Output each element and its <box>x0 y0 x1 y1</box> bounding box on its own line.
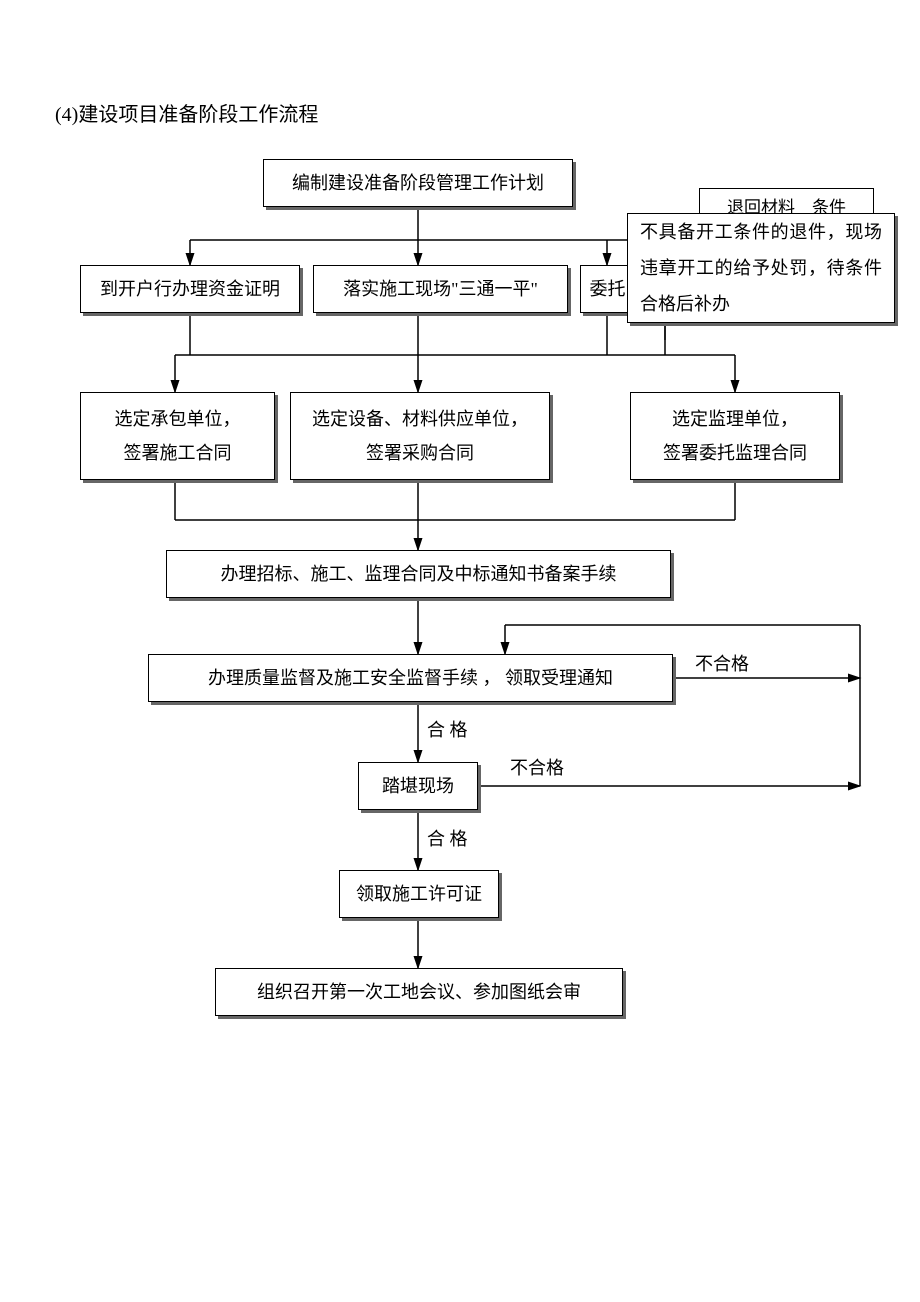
node-n2c-text: 委托 <box>590 272 626 306</box>
node-n8-text: 组织召开第一次工地会议、参加图纸会审 <box>257 975 581 1009</box>
node-n3a-text: 选定承包单位， 签署施工合同 <box>115 402 241 470</box>
node-n7-text: 领取施工许可证 <box>356 877 482 911</box>
node-n2a: 到开户行办理资金证明 <box>80 265 300 313</box>
node-n3c-text: 选定监理单位， 签署委托监理合同 <box>663 402 807 470</box>
node-n1-text: 编制建设准备阶段管理工作计划 <box>292 166 544 200</box>
node-callout-front-text: 不具备开工条件的退件，现场违章开工的给予处罚，待条件合格后补办 <box>640 214 882 322</box>
label-pass-2: 合 格 <box>425 825 470 851</box>
node-n2a-text: 到开户行办理资金证明 <box>100 272 280 306</box>
node-n1: 编制建设准备阶段管理工作计划 <box>263 159 573 207</box>
node-n3b: 选定设备、材料供应单位， 签署采购合同 <box>290 392 550 480</box>
node-n2b: 落实施工现场"三通一平" <box>313 265 568 313</box>
node-n6-text: 踏堪现场 <box>382 769 454 803</box>
node-n3b-text: 选定设备、材料供应单位， 签署采购合同 <box>312 402 528 470</box>
label-pass-1: 合 格 <box>425 716 470 742</box>
flowchart-title: (4)建设项目准备阶段工作流程 <box>55 98 318 127</box>
node-n8: 组织召开第一次工地会议、参加图纸会审 <box>215 968 623 1016</box>
node-n3c: 选定监理单位， 签署委托监理合同 <box>630 392 840 480</box>
node-n7: 领取施工许可证 <box>339 870 499 918</box>
node-n4: 办理招标、施工、监理合同及中标通知书备案手续 <box>166 550 671 598</box>
node-n5-text: 办理质量监督及施工安全监督手续 ， 领取受理通知 <box>208 661 613 695</box>
label-fail-2: 不合格 <box>510 754 564 780</box>
node-n5: 办理质量监督及施工安全监督手续 ， 领取受理通知 <box>148 654 673 702</box>
label-fail-1: 不合格 <box>695 650 749 676</box>
node-callout-front: 不具备开工条件的退件，现场违章开工的给予处罚，待条件合格后补办 <box>627 213 895 323</box>
node-n3a: 选定承包单位， 签署施工合同 <box>80 392 275 480</box>
node-n2b-text: 落实施工现场"三通一平" <box>343 272 538 306</box>
node-n6: 踏堪现场 <box>358 762 478 810</box>
node-n4-text: 办理招标、施工、监理合同及中标通知书备案手续 <box>221 557 617 591</box>
